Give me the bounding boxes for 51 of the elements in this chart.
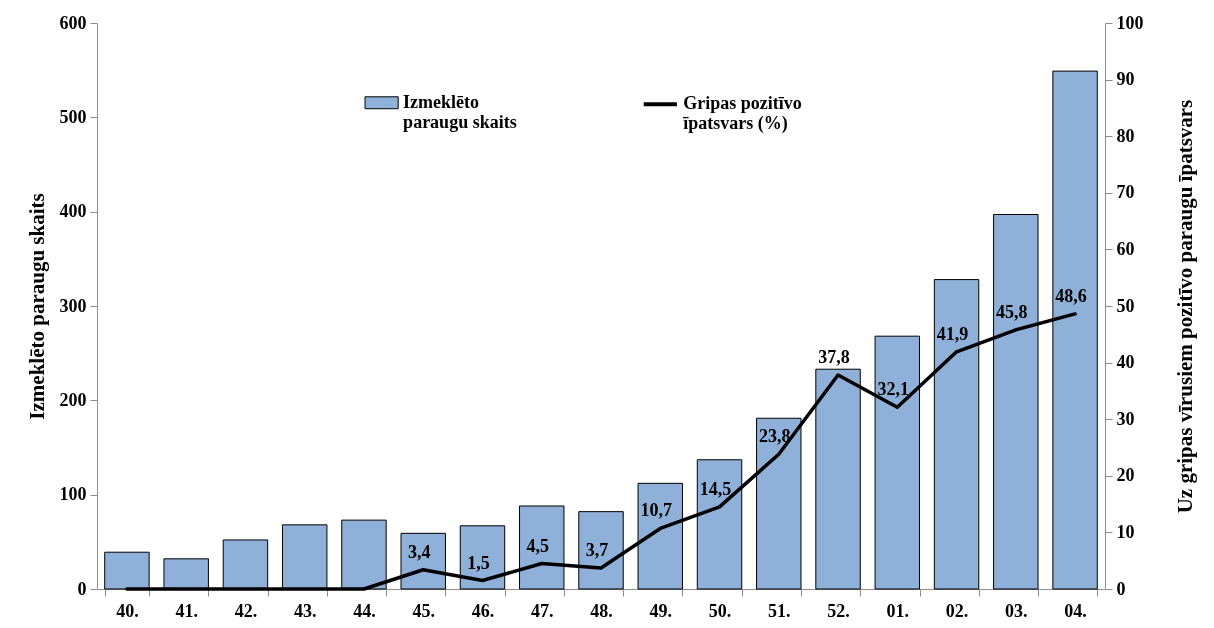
- x-tick-label: 42.: [234, 600, 258, 621]
- y-tick-label: 300: [59, 295, 87, 316]
- y2-tick-label: 40: [1116, 352, 1135, 373]
- x-tick-label: 02.: [945, 600, 969, 621]
- x-tick-label: 46.: [471, 600, 495, 621]
- data-label: 37,8: [818, 347, 850, 368]
- x-tick-label: 48.: [590, 600, 613, 621]
- x-tick-label: 45.: [412, 600, 435, 621]
- x-tick-label: 41.: [175, 600, 198, 621]
- y2-tick-label: 100: [1116, 12, 1144, 33]
- data-label: 3,4: [407, 541, 431, 562]
- y2-axis-title: Uz gripas vīrusiem pozitīvo paraugu īpatsvars: [1172, 99, 1197, 514]
- x-tick-label: 49.: [649, 600, 673, 621]
- data-label: 45,8: [996, 301, 1028, 322]
- data-label: 1,5: [467, 552, 490, 573]
- y2-tick-label: 20: [1116, 465, 1135, 486]
- y-tick-label: 0: [77, 578, 87, 599]
- data-label: 23,8: [759, 426, 791, 447]
- y2-tick-label: 0: [1116, 578, 1126, 599]
- data-label: 3,7: [585, 540, 609, 561]
- y2-tick-label: 30: [1116, 408, 1135, 429]
- x-tick-label: 01.: [886, 600, 910, 621]
- y-tick-label: 400: [59, 201, 87, 222]
- y2-tick-label: 70: [1116, 182, 1135, 203]
- x-tick-label: 40.: [116, 600, 139, 621]
- x-tick-label: 50.: [708, 600, 732, 621]
- y-tick-label: 500: [59, 106, 87, 127]
- y2-tick-label: 50: [1116, 295, 1135, 316]
- y-axis-title: Izmeklēto paraugu skaits: [24, 193, 49, 420]
- y2-tick-label: 10: [1116, 521, 1135, 542]
- legend-label: Gripas pozitīvo īpatsvars (%): [682, 93, 802, 135]
- legend-label: Izmeklēto paraugu skaits: [403, 91, 517, 132]
- data-label: 4,5: [526, 535, 549, 556]
- y2-tick-label: 90: [1116, 69, 1135, 90]
- x-tick-label: 44.: [353, 600, 376, 621]
- data-label: 14,5: [699, 478, 732, 499]
- x-tick-label: 03.: [1005, 600, 1028, 621]
- x-tick-label: 04.: [1064, 600, 1087, 621]
- y2-tick-label: 60: [1116, 238, 1135, 259]
- data-label: 10,7: [640, 500, 673, 521]
- x-tick-label: 52.: [827, 600, 850, 621]
- y-tick-label: 100: [59, 484, 87, 505]
- y-tick-label: 600: [59, 12, 87, 33]
- y2-tick-label: 80: [1116, 125, 1135, 146]
- x-tick-label: 47.: [530, 600, 554, 621]
- data-label: 41,9: [936, 323, 969, 344]
- y-tick-label: 200: [59, 389, 87, 410]
- data-label: 32,1: [877, 379, 910, 400]
- x-tick-label: 43.: [293, 600, 317, 621]
- x-tick-label: 51.: [768, 600, 791, 621]
- data-label: 48,6: [1055, 285, 1087, 306]
